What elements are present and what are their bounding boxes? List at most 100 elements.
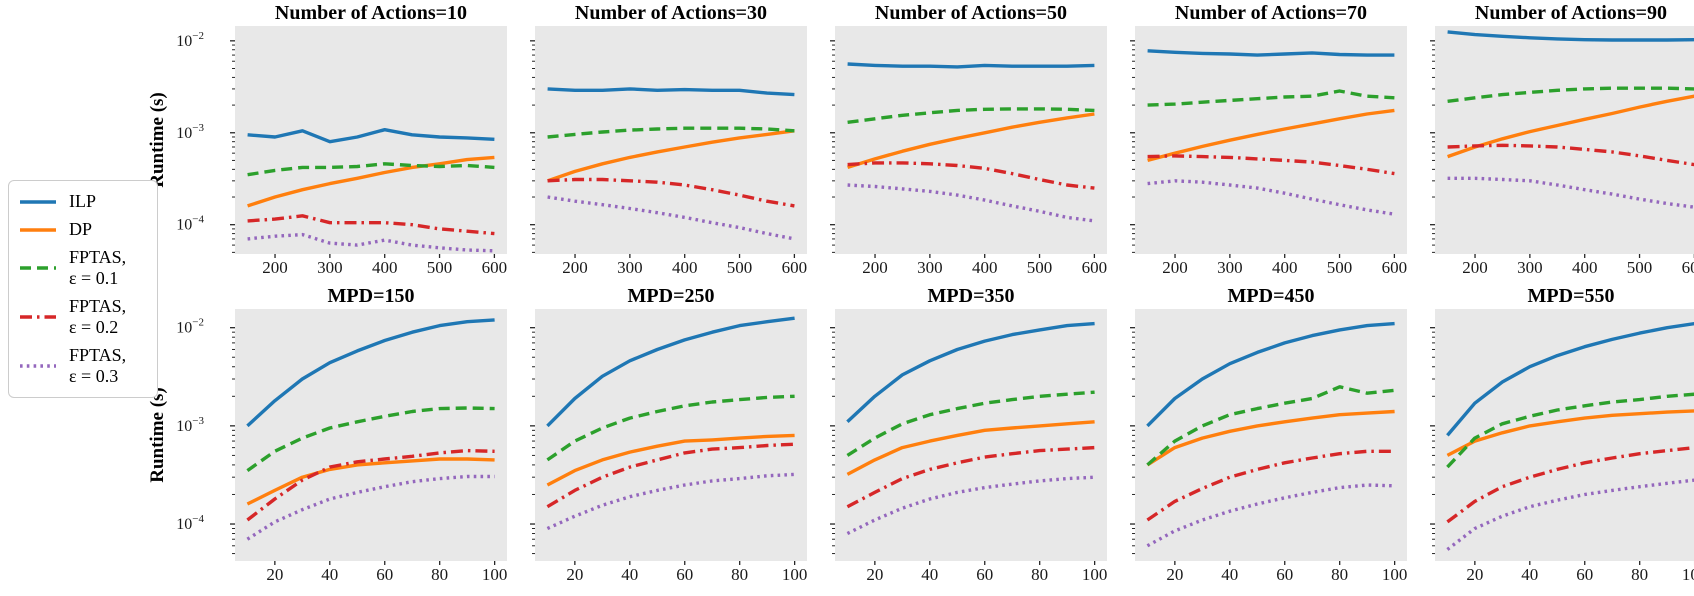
x-tick-label: 400 [672,258,698,277]
legend-line-sample-dp [20,227,56,232]
series-line-fptas-0-2 [1147,154,1395,176]
x-tick-label: 80 [1631,565,1648,584]
x-tick-label: 400 [1572,258,1598,277]
plot-background [535,26,807,254]
series-line-ilp [547,87,795,97]
series-line-fptas-0-2 [546,442,795,509]
x-tick-label: 40 [1521,565,1538,584]
chart-row-mpd: Runtime (s) 10−2 10−3 10−4 MPD=150 20 40 60 80 10… [147,283,1694,590]
subplot-canvas: MPD=350 20 40 60 80 100 [830,285,1107,584]
y-axis-gutter: Runtime (s) 10−2 10−3 10−4 [147,0,207,283]
x-tick-label: 80 [731,565,748,584]
series-line-ilp [246,318,495,428]
series-line-fptas-0-2 [547,177,795,208]
y-tick-label: 10−3 [176,122,204,142]
x-tick-label: 300 [1517,258,1543,277]
series-line-fptas-0-1 [847,107,1095,124]
y-tick-label: 10−3 [176,415,204,435]
series-line-dp [846,420,1095,476]
series-line-fptas-0-1 [247,162,495,177]
x-tick-label: 20 [1466,565,1483,584]
x-tick-label: 300 [617,258,643,277]
x-tick-label: 600 [1082,258,1107,277]
series-line-ilp [1147,49,1395,57]
x-tick-label: 60 [976,565,993,584]
y-tick-label: 10−2 [176,30,204,50]
subplot-number-of-actions-70: Number of Actions=70 200 300 400 500 600 [1125,0,1407,283]
series-line-dp [1147,108,1395,163]
plot-background [835,26,1107,254]
subplot-title: Number of Actions=10 [275,2,467,24]
legend-label: DP [69,219,93,239]
x-tick-label: 100 [1682,565,1694,584]
series-line-fptas-0-2 [847,161,1095,190]
chart-row-number-of-actions: Runtime (s) 10−2 10−3 10−4 Number of Actions… [147,0,1694,283]
series-line-ilp [1447,30,1694,42]
subplot-mpd-450: MPD=450 20 40 60 80 100 [1125,283,1407,590]
series-line-fptas-0-3 [1147,179,1395,216]
x-tick-label: 80 [1031,565,1048,584]
legend-item-fptas-0-3: FPTAS, ε = 0.3 [19,345,151,387]
series-line-fptas-0-1 [547,126,795,139]
series-line-fptas-0-2 [246,448,495,522]
plot-background [535,309,807,561]
x-tick-label: 600 [482,258,507,277]
x-tick-label: 200 [1462,258,1488,277]
legend-label: FPTAS, ε = 0.3 [69,345,127,386]
legend: ILP DP FPTAS, ε = 0.1 FPTAS, ε = 0.2 FPTAS, ε =… [8,180,158,398]
series-line-fptas-0-3 [247,232,495,253]
legend-item-dp: DP [19,219,151,240]
subplot-canvas: MPD=250 20 40 60 80 100 [530,285,807,584]
series-line-dp [1447,94,1694,159]
x-tick-label: 20 [1166,565,1183,584]
series-line-fptas-0-3 [246,474,495,541]
x-tick-label: 300 [1217,258,1243,277]
legend-item-ilp: ILP [19,191,151,212]
x-tick-label: 60 [376,565,393,584]
plot-background [1135,309,1407,561]
series-line-fptas-0-2 [846,445,1095,509]
legend-label: FPTAS, ε = 0.1 [69,247,127,288]
series-line-dp [1146,409,1395,467]
x-tick-label: 200 [862,258,888,277]
x-tick-label: 60 [676,565,693,584]
x-tick-label: 400 [1272,258,1298,277]
x-tick-label: 200 [562,258,588,277]
x-tick-label: 100 [782,565,807,584]
subplot-mpd-350: MPD=350 20 40 60 80 100 [825,283,1107,590]
x-tick-label: 40 [1221,565,1238,584]
subplot-number-of-actions-50: Number of Actions=50 200 300 400 500 600 [825,0,1107,283]
subplot-title: Number of Actions=70 [1175,2,1367,24]
x-tick-label: 40 [321,565,338,584]
x-tick-label: 300 [917,258,943,277]
series-line-fptas-0-2 [1447,143,1694,167]
x-tick-label: 100 [482,565,507,584]
legend-line-sample-fptas01 [20,266,56,270]
subplot-canvas: Number of Actions=10 200 300 400 500 600 [230,2,507,277]
legend-label: FPTAS, ε = 0.2 [69,296,127,337]
x-tick-label: 500 [1627,258,1653,277]
series-line-fptas-0-1 [1146,385,1395,467]
subplot-title: Number of Actions=30 [575,2,767,24]
subplot-title: MPD=350 [928,285,1015,307]
series-line-fptas-0-3 [846,475,1095,536]
x-tick-label: 200 [262,258,288,277]
series-line-fptas-0-3 [1446,478,1694,551]
x-tick-label: 60 [1576,565,1593,584]
legend-line-sample-ilp [20,199,56,204]
y-axis-gutter: Runtime (s) 10−2 10−3 10−4 [147,283,207,590]
subplot-canvas: MPD=550 20 40 60 80 100 [1430,285,1694,584]
x-tick-label: 20 [866,565,883,584]
x-tick-label: 100 [1082,565,1107,584]
x-tick-label: 80 [431,565,448,584]
chart-grid: Runtime (s) 10−2 10−3 10−4 Number of Actions… [147,0,1694,590]
subplot-canvas: Number of Actions=90 200 300 400 500 600 [1430,2,1694,277]
plot-background [1135,26,1407,254]
subplot-canvas: MPD=450 20 40 60 80 100 [1130,285,1407,584]
x-tick-label: 300 [317,258,343,277]
subplot-title: MPD=150 [328,285,415,307]
x-tick-label: 500 [1027,258,1053,277]
x-tick-label: 500 [727,258,753,277]
x-tick-label: 600 [1382,258,1407,277]
